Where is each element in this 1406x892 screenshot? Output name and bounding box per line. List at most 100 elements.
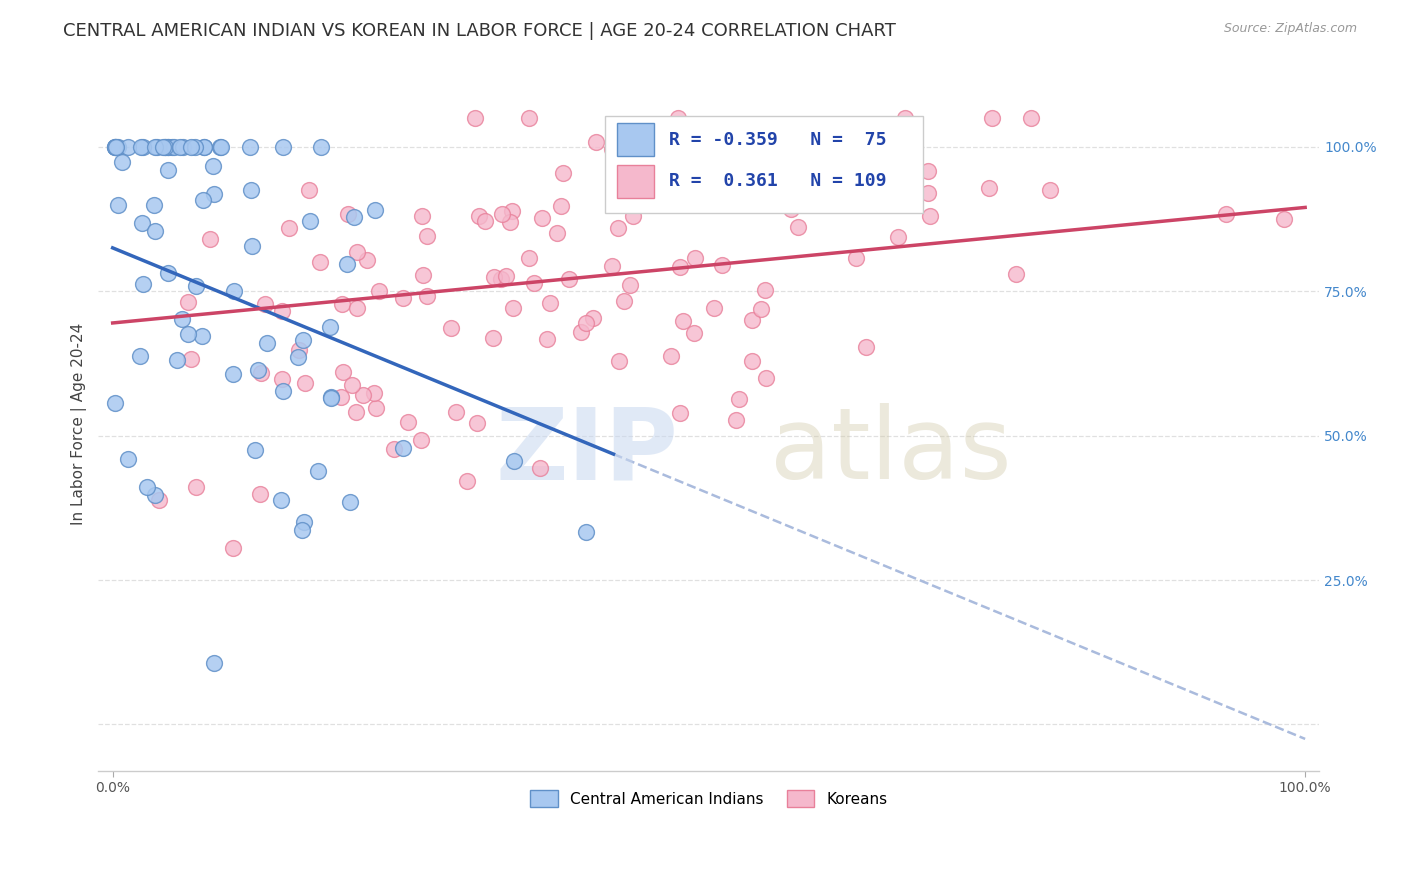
Point [669, 406, 692, 420]
Point [489, 272, 512, 286]
Point [330, 390, 353, 404]
Text: Source: ZipAtlas.com: Source: ZipAtlas.com [1223, 22, 1357, 36]
Point [344, 405, 367, 419]
Point [246, 362, 269, 376]
Point [169, 140, 191, 154]
Point [339, 495, 361, 509]
Point [209, 140, 232, 154]
Point [321, 390, 343, 404]
Point [332, 365, 354, 379]
Text: atlas: atlas [770, 403, 1011, 500]
Point [474, 214, 496, 228]
Point [575, 316, 598, 330]
Point [249, 487, 271, 501]
Point [499, 215, 522, 229]
Point [250, 366, 273, 380]
Point [887, 230, 910, 244]
Point [412, 268, 434, 282]
Point [343, 210, 366, 224]
Point [980, 111, 1002, 125]
Point [364, 401, 387, 415]
Point [202, 186, 225, 201]
Point [346, 301, 368, 316]
Point [117, 140, 139, 154]
Point [287, 351, 309, 365]
Point [558, 272, 581, 286]
Point [1021, 111, 1043, 125]
Point [356, 253, 378, 268]
Point [551, 165, 574, 179]
Point [672, 314, 695, 328]
Text: R = -0.359   N =  75: R = -0.359 N = 75 [669, 131, 886, 149]
Point [538, 296, 561, 310]
Point [530, 211, 553, 225]
Point [240, 238, 263, 252]
Point [1039, 183, 1062, 197]
Point [298, 183, 321, 197]
Point [411, 209, 433, 223]
Point [277, 221, 299, 235]
Point [336, 257, 359, 271]
Point [416, 289, 439, 303]
Point [104, 140, 127, 154]
Point [725, 193, 748, 207]
Point [104, 140, 127, 154]
Point [754, 283, 776, 297]
Point [456, 474, 478, 488]
Point [382, 442, 405, 456]
Point [111, 155, 134, 169]
Point [209, 140, 232, 154]
Point [104, 140, 127, 154]
Point [1005, 267, 1028, 281]
Point [330, 297, 353, 311]
Point [186, 481, 208, 495]
Point [177, 326, 200, 341]
Point [468, 209, 491, 223]
Point [502, 453, 524, 467]
Point [917, 164, 939, 178]
Point [292, 515, 315, 529]
Point [502, 301, 524, 315]
Point [575, 524, 598, 539]
Point [741, 313, 763, 327]
Point [529, 461, 551, 475]
Point [569, 325, 592, 339]
Point [291, 523, 314, 537]
Point [585, 135, 607, 149]
Point [153, 140, 176, 154]
Point [294, 376, 316, 390]
Point [415, 228, 437, 243]
Point [1215, 207, 1237, 221]
Point [298, 214, 321, 228]
Point [163, 140, 186, 154]
Point [547, 227, 569, 241]
Point [582, 311, 605, 326]
Point [319, 319, 342, 334]
Point [152, 140, 174, 154]
Point [156, 266, 179, 280]
Point [166, 353, 188, 368]
Point [202, 657, 225, 671]
Point [392, 441, 415, 455]
Point [536, 332, 558, 346]
FancyBboxPatch shape [617, 123, 654, 156]
Point [273, 384, 295, 398]
Point [184, 140, 207, 154]
Point [309, 254, 332, 268]
Point [145, 488, 167, 502]
Point [340, 378, 363, 392]
Point [222, 367, 245, 381]
Point [482, 270, 505, 285]
Point [755, 371, 778, 385]
FancyBboxPatch shape [617, 165, 654, 198]
Point [309, 140, 332, 154]
Point [117, 451, 139, 466]
Point [517, 111, 540, 125]
Point [243, 443, 266, 458]
Y-axis label: In Labor Force | Age 20-24: In Labor Force | Age 20-24 [72, 323, 87, 525]
Point [779, 202, 801, 216]
Point [411, 433, 433, 447]
Point [146, 140, 169, 154]
Legend: Central American Indians, Koreans: Central American Indians, Koreans [523, 782, 896, 815]
Point [523, 276, 546, 290]
